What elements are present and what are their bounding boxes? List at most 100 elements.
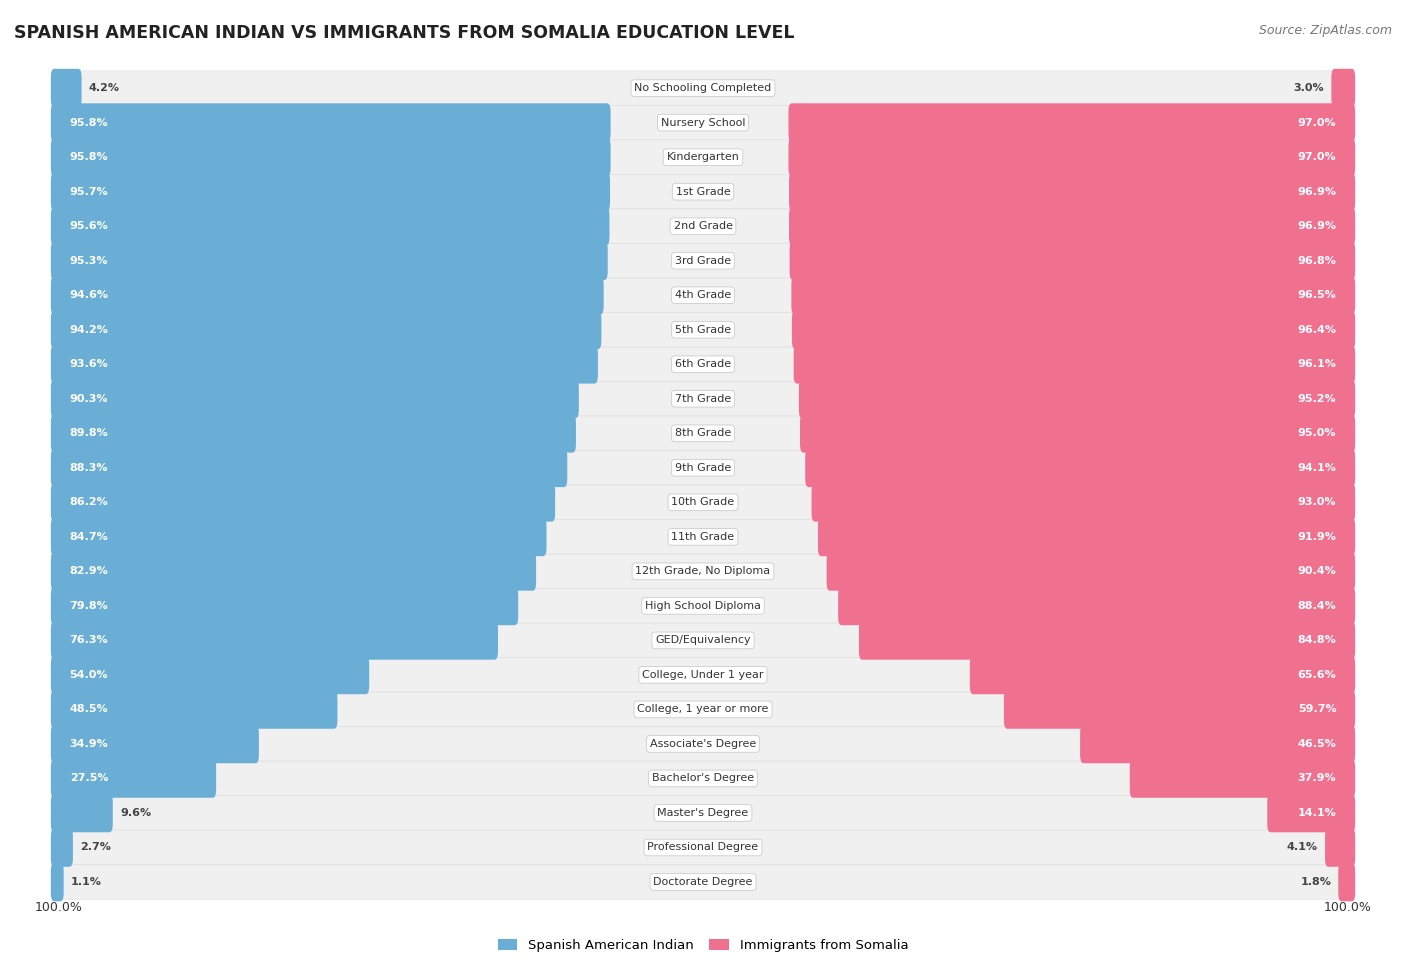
- Text: 88.3%: 88.3%: [70, 463, 108, 473]
- Text: 94.1%: 94.1%: [1298, 463, 1336, 473]
- Text: 11th Grade: 11th Grade: [672, 531, 734, 542]
- Text: 2nd Grade: 2nd Grade: [673, 221, 733, 231]
- FancyBboxPatch shape: [53, 520, 1353, 554]
- FancyBboxPatch shape: [51, 345, 598, 383]
- FancyBboxPatch shape: [789, 103, 1355, 142]
- Text: 91.9%: 91.9%: [1298, 531, 1336, 542]
- Text: 100.0%: 100.0%: [1323, 901, 1371, 915]
- Text: 96.8%: 96.8%: [1298, 255, 1336, 266]
- Text: 37.9%: 37.9%: [1298, 773, 1336, 784]
- Text: 1.1%: 1.1%: [70, 877, 101, 887]
- FancyBboxPatch shape: [53, 140, 1353, 175]
- Text: 3rd Grade: 3rd Grade: [675, 255, 731, 266]
- FancyBboxPatch shape: [51, 621, 498, 660]
- FancyBboxPatch shape: [806, 448, 1355, 488]
- Text: 94.6%: 94.6%: [70, 291, 108, 300]
- FancyBboxPatch shape: [811, 483, 1355, 522]
- Text: 46.5%: 46.5%: [1298, 739, 1336, 749]
- FancyBboxPatch shape: [1004, 690, 1355, 728]
- FancyBboxPatch shape: [51, 760, 217, 798]
- FancyBboxPatch shape: [789, 207, 1355, 246]
- Text: 86.2%: 86.2%: [70, 497, 108, 507]
- FancyBboxPatch shape: [51, 518, 547, 556]
- FancyBboxPatch shape: [53, 623, 1353, 658]
- FancyBboxPatch shape: [51, 794, 112, 833]
- Text: 96.9%: 96.9%: [1298, 221, 1336, 231]
- FancyBboxPatch shape: [51, 379, 579, 418]
- FancyBboxPatch shape: [53, 347, 1353, 381]
- Text: 90.4%: 90.4%: [1298, 566, 1336, 576]
- Text: 4.2%: 4.2%: [89, 83, 120, 94]
- Text: 3.0%: 3.0%: [1294, 83, 1324, 94]
- Text: 76.3%: 76.3%: [70, 636, 108, 645]
- FancyBboxPatch shape: [53, 381, 1353, 416]
- FancyBboxPatch shape: [799, 379, 1355, 418]
- Text: Master's Degree: Master's Degree: [658, 808, 748, 818]
- FancyBboxPatch shape: [970, 655, 1355, 694]
- Text: No Schooling Completed: No Schooling Completed: [634, 83, 772, 94]
- FancyBboxPatch shape: [53, 244, 1353, 278]
- FancyBboxPatch shape: [51, 552, 536, 591]
- FancyBboxPatch shape: [53, 761, 1353, 796]
- Text: Source: ZipAtlas.com: Source: ZipAtlas.com: [1258, 24, 1392, 37]
- FancyBboxPatch shape: [51, 483, 555, 522]
- Text: 90.3%: 90.3%: [70, 394, 108, 404]
- FancyBboxPatch shape: [51, 310, 602, 349]
- Text: College, Under 1 year: College, Under 1 year: [643, 670, 763, 680]
- Text: 7th Grade: 7th Grade: [675, 394, 731, 404]
- Text: SPANISH AMERICAN INDIAN VS IMMIGRANTS FROM SOMALIA EDUCATION LEVEL: SPANISH AMERICAN INDIAN VS IMMIGRANTS FR…: [14, 24, 794, 42]
- Text: 88.4%: 88.4%: [1298, 601, 1336, 611]
- FancyBboxPatch shape: [1130, 760, 1355, 798]
- Text: 96.5%: 96.5%: [1298, 291, 1336, 300]
- Text: 84.7%: 84.7%: [70, 531, 108, 542]
- FancyBboxPatch shape: [51, 724, 259, 763]
- FancyBboxPatch shape: [793, 345, 1355, 383]
- Text: 89.8%: 89.8%: [70, 428, 108, 439]
- Text: 100.0%: 100.0%: [35, 901, 83, 915]
- FancyBboxPatch shape: [53, 450, 1353, 486]
- Text: 12th Grade, No Diploma: 12th Grade, No Diploma: [636, 566, 770, 576]
- FancyBboxPatch shape: [800, 414, 1355, 452]
- FancyBboxPatch shape: [789, 137, 1355, 176]
- FancyBboxPatch shape: [53, 416, 1353, 450]
- FancyBboxPatch shape: [51, 828, 73, 867]
- FancyBboxPatch shape: [53, 486, 1353, 520]
- Text: Professional Degree: Professional Degree: [647, 842, 759, 852]
- FancyBboxPatch shape: [53, 865, 1353, 899]
- Text: GED/Equivalency: GED/Equivalency: [655, 636, 751, 645]
- Text: 95.7%: 95.7%: [70, 186, 108, 197]
- FancyBboxPatch shape: [53, 658, 1353, 692]
- Text: 95.3%: 95.3%: [70, 255, 108, 266]
- FancyBboxPatch shape: [1324, 828, 1355, 867]
- FancyBboxPatch shape: [53, 692, 1353, 726]
- Text: 4.1%: 4.1%: [1286, 842, 1317, 852]
- Text: Nursery School: Nursery School: [661, 118, 745, 128]
- Text: 96.9%: 96.9%: [1298, 186, 1336, 197]
- FancyBboxPatch shape: [1331, 69, 1355, 107]
- Text: Doctorate Degree: Doctorate Degree: [654, 877, 752, 887]
- FancyBboxPatch shape: [53, 796, 1353, 831]
- Text: 79.8%: 79.8%: [70, 601, 108, 611]
- FancyBboxPatch shape: [51, 863, 63, 901]
- FancyBboxPatch shape: [51, 690, 337, 728]
- FancyBboxPatch shape: [51, 137, 610, 176]
- Text: 94.2%: 94.2%: [70, 325, 108, 334]
- FancyBboxPatch shape: [1339, 863, 1355, 901]
- Text: Associate's Degree: Associate's Degree: [650, 739, 756, 749]
- Text: 10th Grade: 10th Grade: [672, 497, 734, 507]
- FancyBboxPatch shape: [53, 105, 1353, 140]
- FancyBboxPatch shape: [792, 276, 1355, 315]
- Text: 65.6%: 65.6%: [1298, 670, 1336, 680]
- Text: 4th Grade: 4th Grade: [675, 291, 731, 300]
- Text: Bachelor's Degree: Bachelor's Degree: [652, 773, 754, 784]
- FancyBboxPatch shape: [51, 103, 610, 142]
- Text: 96.4%: 96.4%: [1298, 325, 1336, 334]
- Text: College, 1 year or more: College, 1 year or more: [637, 704, 769, 715]
- Text: 95.0%: 95.0%: [1298, 428, 1336, 439]
- FancyBboxPatch shape: [51, 414, 576, 452]
- Text: 48.5%: 48.5%: [70, 704, 108, 715]
- FancyBboxPatch shape: [838, 587, 1355, 625]
- FancyBboxPatch shape: [51, 276, 603, 315]
- FancyBboxPatch shape: [818, 518, 1355, 556]
- Text: 59.7%: 59.7%: [1298, 704, 1336, 715]
